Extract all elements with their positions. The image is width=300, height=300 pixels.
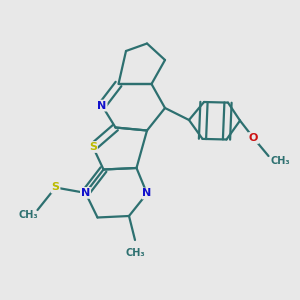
Text: N: N (142, 188, 152, 199)
Text: N: N (98, 100, 106, 111)
Text: S: S (89, 142, 97, 152)
Text: O: O (249, 133, 258, 143)
Text: CH₃: CH₃ (271, 155, 290, 166)
Text: S: S (52, 182, 59, 193)
Text: CH₃: CH₃ (125, 248, 145, 259)
Text: N: N (81, 188, 90, 198)
Text: CH₃: CH₃ (19, 209, 38, 220)
